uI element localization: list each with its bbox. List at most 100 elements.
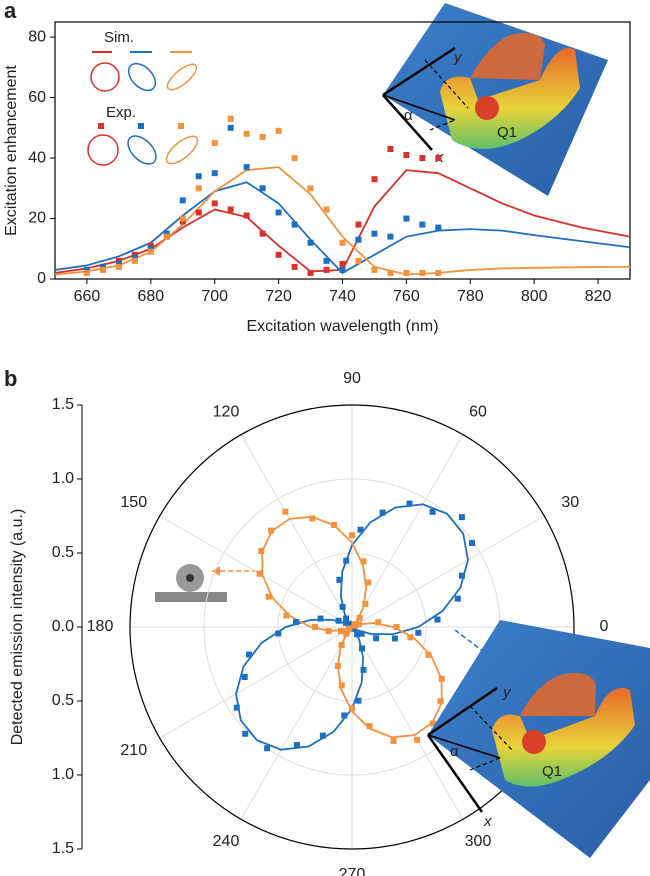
data-point <box>317 615 324 622</box>
data-point <box>319 732 326 739</box>
x-tick-label: 820 <box>585 288 612 305</box>
y-tick-label: 0 <box>37 270 46 287</box>
data-point <box>343 615 350 622</box>
exp-point <box>403 152 410 159</box>
data-point <box>341 712 348 719</box>
data-point <box>355 697 362 704</box>
exp-point <box>195 209 202 216</box>
exp-point <box>323 266 330 273</box>
data-point <box>312 624 318 630</box>
data-point <box>309 515 316 522</box>
exp-point <box>115 260 122 267</box>
r-tick-label: 0.0 <box>52 618 74 635</box>
x-axis-label: Excitation wavelength (nm) <box>246 318 438 335</box>
r-axis-label: Detected emission intensity (a.u.) <box>9 509 26 746</box>
data-point <box>366 723 373 730</box>
data-point <box>407 634 414 641</box>
data-point <box>356 614 363 621</box>
annotation: y <box>502 684 512 701</box>
x-tick-label: 660 <box>74 288 101 305</box>
angle-tick-label: 90 <box>343 370 361 387</box>
data-point <box>393 624 400 630</box>
data-point <box>264 745 271 752</box>
exp-point <box>355 236 362 243</box>
exp-point <box>435 155 442 162</box>
x-tick-label: 800 <box>521 288 548 305</box>
exp-point <box>99 263 106 270</box>
data-point <box>360 558 367 565</box>
data-point <box>342 619 349 626</box>
y-axis-label: Excitation enhancement <box>3 65 20 236</box>
angle-tick-label: 0 <box>600 618 609 635</box>
data-point <box>246 651 253 658</box>
data-point <box>349 532 355 539</box>
data-point <box>414 736 421 743</box>
exp-point <box>355 221 362 228</box>
x-tick-label: 760 <box>393 288 420 305</box>
data-point <box>336 576 343 583</box>
data-point <box>352 621 359 628</box>
y-tick-label: 80 <box>28 28 46 45</box>
exp-point <box>435 269 442 276</box>
annotation: α <box>450 743 459 760</box>
radial-grid-ring <box>277 552 427 702</box>
exp-point <box>227 124 234 131</box>
exp-point <box>387 233 394 240</box>
exp-point <box>307 269 314 276</box>
data-point <box>434 616 441 623</box>
exp-point <box>147 245 154 252</box>
exp-point <box>147 242 154 249</box>
panel-label: b <box>4 366 17 391</box>
exp-point <box>291 221 298 228</box>
fit-line <box>261 515 443 739</box>
exp-point <box>291 263 298 270</box>
exp-point <box>387 269 394 276</box>
data-point <box>354 631 361 638</box>
exp-point <box>131 254 138 261</box>
angle-grid-line <box>240 434 353 628</box>
exp-point <box>131 251 138 258</box>
data-point <box>406 500 413 507</box>
exp-point <box>211 170 218 177</box>
exp-point <box>83 266 90 273</box>
angle-grid-line <box>351 626 464 820</box>
data-point <box>415 629 422 636</box>
exp-point <box>243 130 250 137</box>
exp-point <box>259 133 266 140</box>
r-tick-label: 0.5 <box>52 692 74 709</box>
legend: Sim. Exp. <box>87 29 199 166</box>
legend-title: Sim. <box>104 29 134 46</box>
data-point <box>365 579 372 586</box>
angle-grid-line <box>240 626 353 820</box>
angle-tick-label: 270 <box>339 866 366 876</box>
data-point <box>339 603 346 610</box>
angle-grid-line <box>159 515 353 628</box>
data-point <box>338 682 345 689</box>
data-point <box>429 508 436 515</box>
angle-tick-label: 300 <box>465 833 492 850</box>
exp-point <box>195 173 202 180</box>
outer-ring <box>129 404 575 850</box>
annotation: x <box>483 813 492 830</box>
angle-grid-line <box>351 515 545 628</box>
data-point <box>351 626 358 633</box>
data-point <box>373 635 380 642</box>
panel-label: a <box>4 0 17 23</box>
data-point <box>256 570 263 577</box>
exp-point <box>243 164 250 171</box>
data-point <box>429 720 436 727</box>
x-tick-label: 720 <box>265 288 292 305</box>
data-point <box>268 527 275 534</box>
exp-point <box>339 239 346 246</box>
y-tick-label: 60 <box>28 89 46 106</box>
angle-tick-label: 210 <box>120 742 147 759</box>
exp-point <box>339 266 346 273</box>
data-point <box>241 674 248 681</box>
x-tick-label: 780 <box>457 288 484 305</box>
angle-tick-label: 120 <box>213 403 240 420</box>
exp-point <box>275 127 282 134</box>
exp-point <box>323 257 330 264</box>
data-point <box>275 630 282 637</box>
legend-title: Exp. <box>106 104 136 121</box>
inset-structure: y x α Q1 <box>382 3 608 196</box>
